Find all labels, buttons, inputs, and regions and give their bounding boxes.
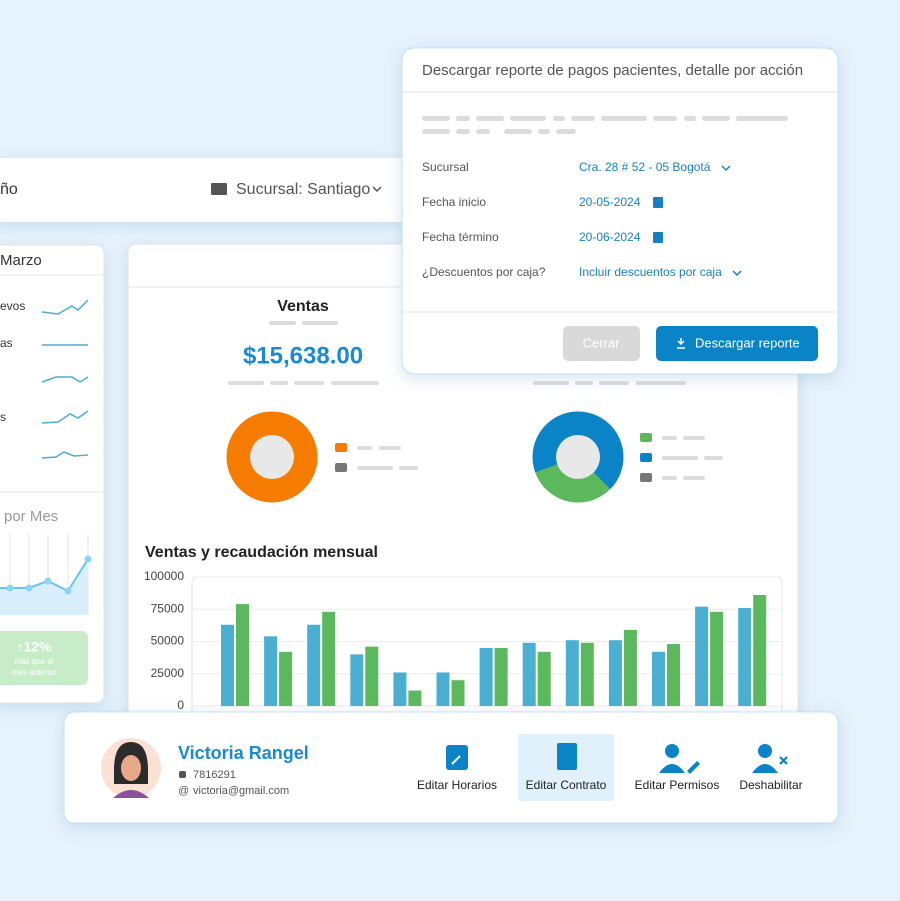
action-label[interactable]: Editar Horarios xyxy=(417,778,497,792)
field-label: ¿Descuentos por caja? xyxy=(422,265,546,279)
download-button[interactable] xyxy=(656,326,818,361)
field-value[interactable]: 20-05-2024 xyxy=(579,195,641,209)
donut-segment xyxy=(226,411,318,503)
bar xyxy=(307,624,321,706)
bar xyxy=(393,672,407,706)
field-value[interactable]: Cra. 28 # 52 - 05 Bogotá xyxy=(579,160,711,174)
avatar-body xyxy=(113,790,149,798)
side-row: as xyxy=(0,336,13,350)
action-icon-detail xyxy=(779,756,788,765)
download-label: Descargar reporte xyxy=(695,335,800,350)
bar xyxy=(608,640,622,706)
action-label[interactable]: Deshabilitar xyxy=(739,778,802,792)
branch-select[interactable]: Sucursal: Santiago xyxy=(236,181,370,198)
side-row: evos xyxy=(0,299,25,313)
donut-hole xyxy=(250,435,294,479)
profile-email: victoria@gmail.com xyxy=(193,785,289,797)
y-tick-label: 50000 xyxy=(151,634,185,648)
y-tick-label: 0 xyxy=(177,698,184,712)
side-area xyxy=(0,559,88,615)
change-value: ↑12% xyxy=(16,639,52,655)
bar xyxy=(753,595,767,706)
field-value[interactable]: 20-06-2024 xyxy=(579,230,641,244)
side-month: Marzo xyxy=(0,252,42,269)
modal-title: Descargar reporte de pagos pacientes, de… xyxy=(422,62,803,79)
chevron xyxy=(372,186,382,193)
avatar-face xyxy=(121,755,141,781)
change-note: más que el xyxy=(14,657,53,666)
store-icon xyxy=(211,183,227,195)
header-title: ño xyxy=(0,181,18,198)
legend-placeholder xyxy=(335,433,723,482)
at-icon: @ xyxy=(178,785,189,797)
bar xyxy=(436,672,450,706)
bar xyxy=(451,680,465,706)
calendar-icon xyxy=(653,232,663,243)
bar xyxy=(236,604,249,706)
bar xyxy=(537,651,551,706)
field-label: Sucursal xyxy=(422,160,469,174)
donut-segment xyxy=(532,411,624,503)
change-badge xyxy=(0,631,88,685)
bar xyxy=(279,651,293,706)
side-chart-title: por Mes xyxy=(4,508,58,525)
sparklines xyxy=(41,299,89,459)
bar xyxy=(580,642,594,706)
field-label: Fecha término xyxy=(422,230,499,244)
phone-icon xyxy=(179,771,186,778)
donut-hole xyxy=(556,435,600,479)
y-tick-label: 25000 xyxy=(151,666,185,680)
close-label: Cerrar xyxy=(583,335,621,350)
placeholder xyxy=(422,116,788,134)
bar xyxy=(695,606,709,706)
bar xyxy=(667,644,680,706)
bar xyxy=(522,642,536,706)
bar xyxy=(494,647,508,706)
modal xyxy=(401,47,839,375)
field-label: Fecha inicio xyxy=(422,195,486,209)
chevron xyxy=(732,270,742,277)
bar xyxy=(623,629,637,706)
bar xyxy=(710,611,724,706)
action-icons xyxy=(446,743,778,774)
chevron xyxy=(721,165,731,172)
chart-title: Ventas y recaudación mensual xyxy=(145,544,378,561)
bar xyxy=(264,636,278,706)
placeholder xyxy=(228,321,686,385)
bar xyxy=(350,654,364,706)
bar xyxy=(365,646,379,706)
action-label[interactable]: Editar Permisos xyxy=(635,778,720,792)
profile-phone: 7816291 xyxy=(193,769,236,781)
plot xyxy=(192,576,782,707)
action-label[interactable]: Editar Contrato xyxy=(526,778,607,792)
calendar-icon xyxy=(653,197,663,208)
bar xyxy=(738,607,752,706)
profile-name: Victoria Rangel xyxy=(178,743,309,763)
side-row: s xyxy=(0,410,6,424)
field-value[interactable]: Incluir descuentos por caja xyxy=(579,265,722,279)
side-points xyxy=(6,555,92,595)
bar xyxy=(408,690,422,706)
y-tick-label: 75000 xyxy=(151,601,185,615)
bar xyxy=(479,647,493,706)
download-icon xyxy=(677,338,685,349)
change-note: mes anterior xyxy=(12,668,57,677)
bar xyxy=(221,624,234,706)
bar xyxy=(322,611,336,706)
sales-amount: $15,638.00 xyxy=(243,342,363,369)
close-button[interactable] xyxy=(563,326,640,361)
bar xyxy=(652,651,665,706)
bar xyxy=(565,640,579,706)
y-tick-label: 100000 xyxy=(144,569,184,583)
sales-title: Ventas xyxy=(277,298,329,315)
